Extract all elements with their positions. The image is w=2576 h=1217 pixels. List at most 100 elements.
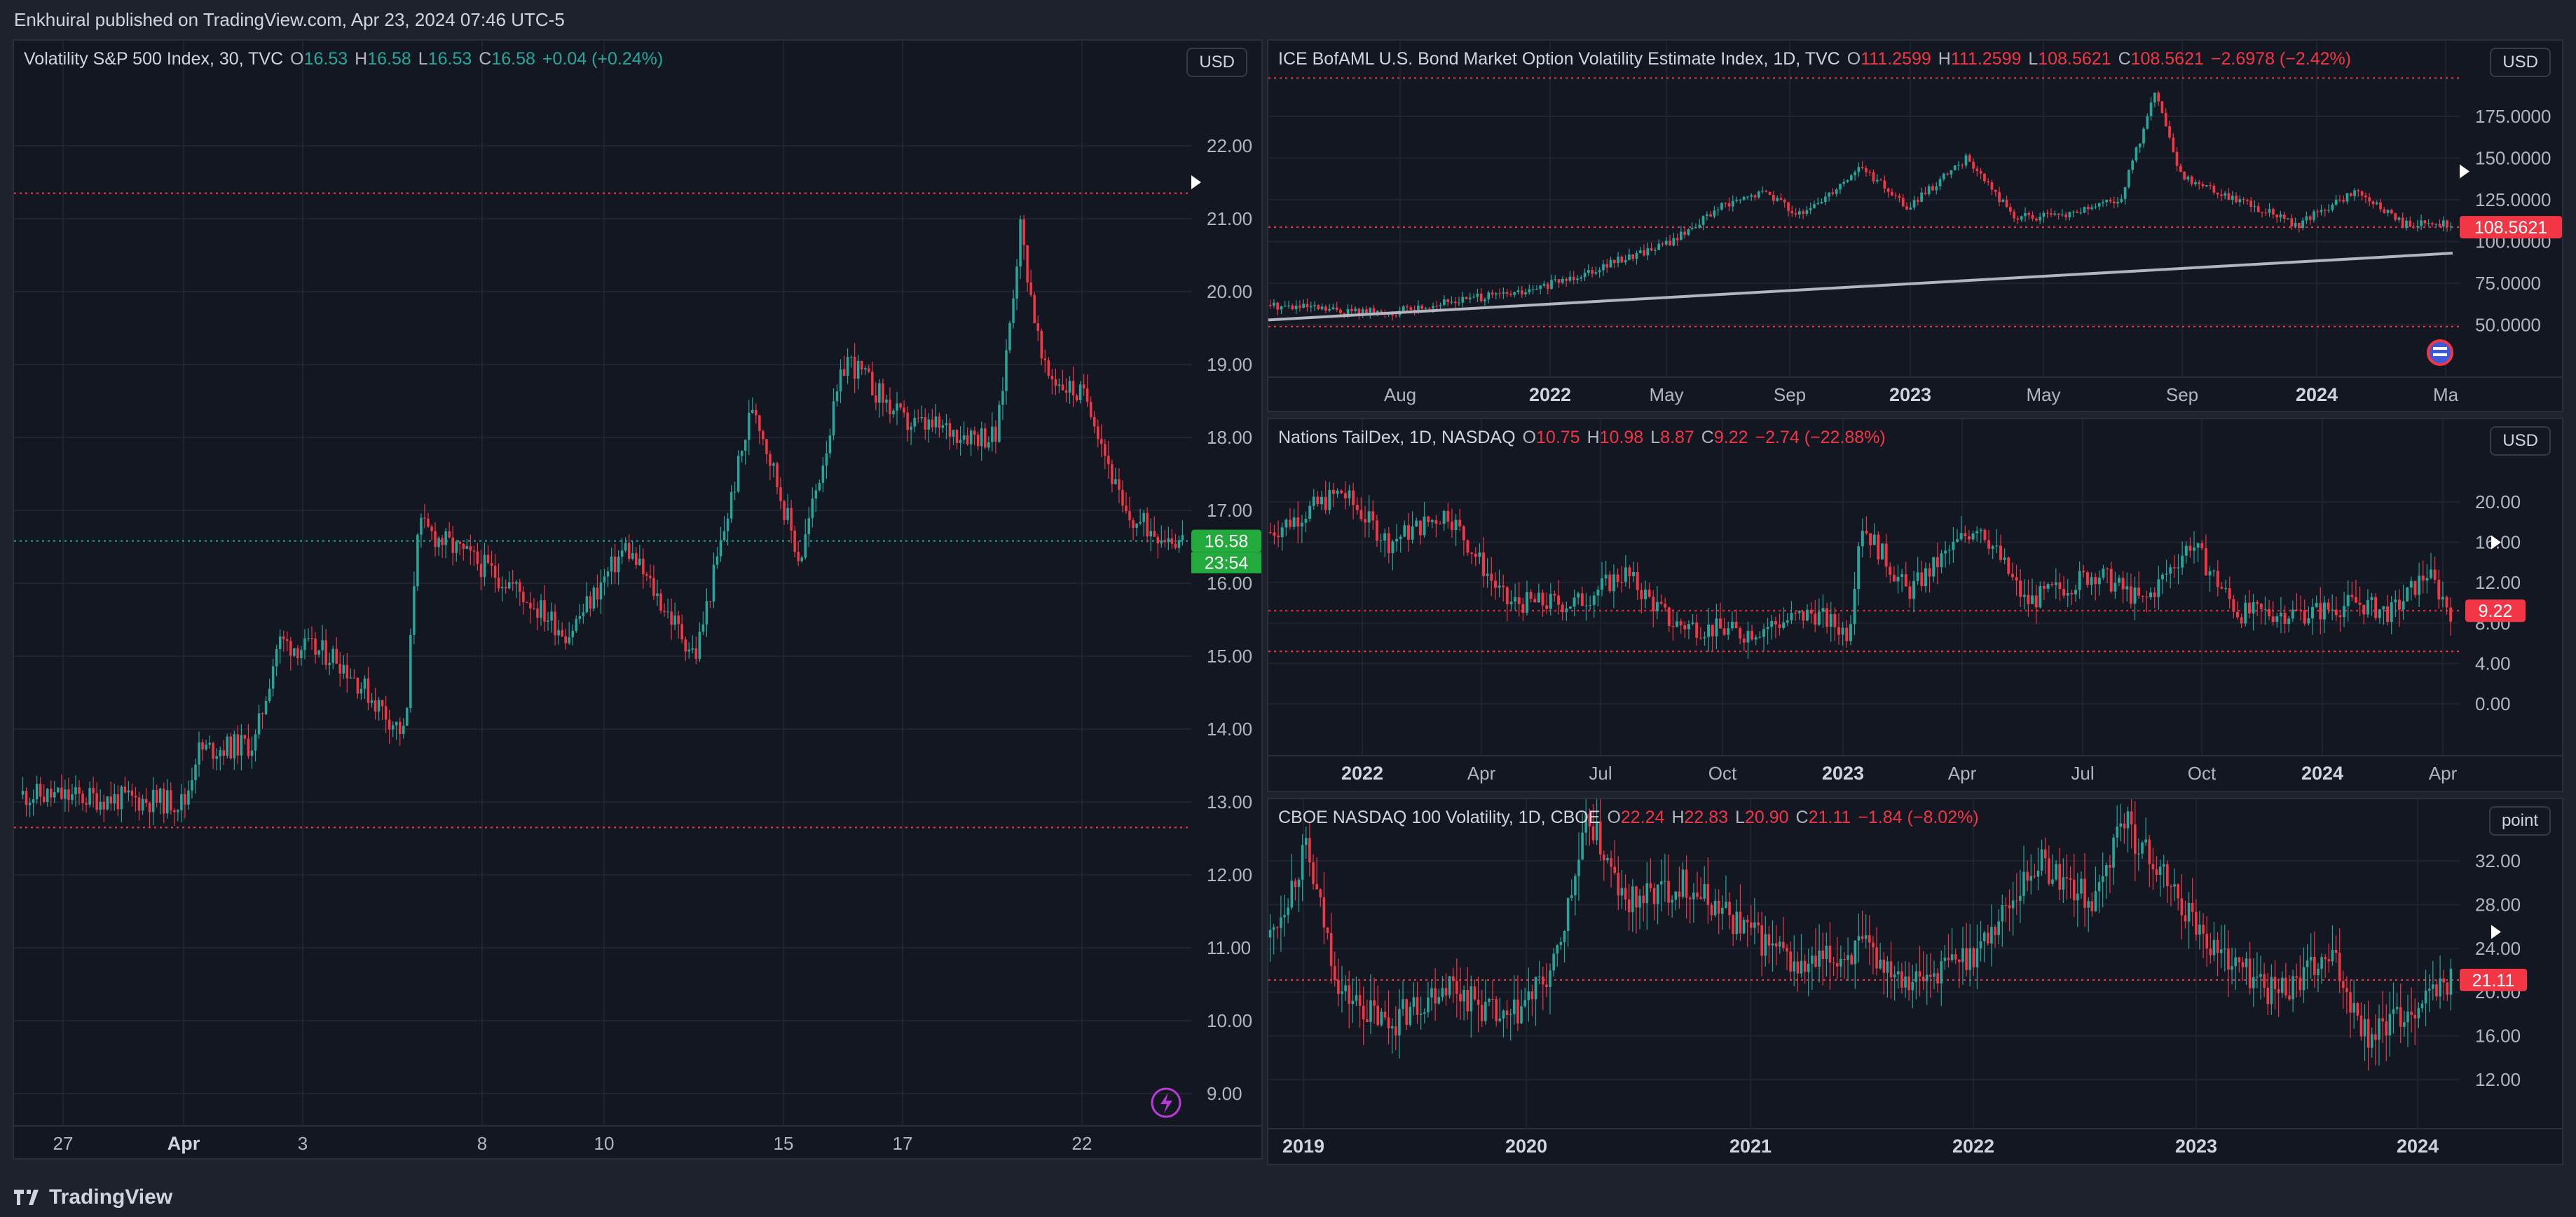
move-o-label: O xyxy=(1847,49,1861,69)
vix-c-label: C xyxy=(479,49,492,69)
taildex-currency-button[interactable]: USD xyxy=(2490,426,2551,456)
candle-body xyxy=(430,526,433,531)
candle-body xyxy=(1809,609,1813,614)
candle-body xyxy=(219,750,221,756)
vix-chart-panel[interactable]: Volatility S&P 500 Index, 30, TVC O16.53… xyxy=(13,39,1263,1160)
candle-body xyxy=(1916,572,1919,581)
candle-body xyxy=(165,790,169,814)
candle-body xyxy=(451,537,454,553)
move-currency-button[interactable]: USD xyxy=(2490,48,2551,77)
candle-body xyxy=(2403,1021,2406,1027)
taildex-chart-canvas[interactable]: 20.0016.0012.008.004.000.002022AprJulOct… xyxy=(1268,419,2563,792)
vxn-chart-panel[interactable]: CBOE NASDAQ 100 Volatility, 1D, CBOE O22… xyxy=(1267,798,2563,1165)
candle-body xyxy=(783,501,786,520)
candle-body xyxy=(733,491,737,493)
candle-body xyxy=(1703,884,1706,899)
time-axis-tick-label: 2021 xyxy=(1729,1136,1772,1157)
time-axis-tick-label: Jul xyxy=(2071,763,2094,784)
candle-body xyxy=(2177,567,2180,569)
candle-body xyxy=(540,600,542,618)
candle-body xyxy=(1539,285,1542,290)
candle-body xyxy=(1760,925,1763,956)
candle-body xyxy=(49,788,53,798)
candle-body xyxy=(878,383,881,403)
price-axis-tick-label: 22.00 xyxy=(1207,135,1252,156)
candle-body xyxy=(2200,543,2204,548)
candle-body xyxy=(924,416,927,430)
candle-body xyxy=(2334,609,2338,616)
candle-body xyxy=(656,593,659,597)
footer-brand[interactable]: TradingView xyxy=(49,1185,173,1209)
candle-body xyxy=(1711,624,1714,637)
scroll-to-realtime-icon xyxy=(2460,164,2469,179)
candle-body xyxy=(758,415,761,431)
candle-body xyxy=(1920,572,1924,586)
candle-body xyxy=(2342,200,2345,202)
candle-body xyxy=(2240,617,2243,624)
candle-body xyxy=(2224,588,2228,590)
candle-body xyxy=(1635,252,1638,259)
candle-body xyxy=(1938,179,1942,186)
candle-body xyxy=(1617,257,1619,264)
candle-body xyxy=(1177,540,1181,548)
candle-body xyxy=(137,797,141,811)
candle-body xyxy=(1546,284,1549,290)
candle-body xyxy=(1541,976,1544,985)
candle-body xyxy=(1565,608,1568,613)
candle-body xyxy=(2078,571,2081,590)
candle-body xyxy=(1589,605,1592,606)
candle-body xyxy=(226,736,229,756)
candle-body xyxy=(793,530,796,552)
candle-body xyxy=(2109,865,2111,868)
candle-body xyxy=(2331,205,2334,210)
candle-body xyxy=(955,430,959,443)
candle-body xyxy=(2160,101,2164,114)
candle-body xyxy=(363,678,366,689)
vix-currency-button[interactable]: USD xyxy=(1186,48,1247,77)
candle-body xyxy=(1857,546,1861,589)
candle-body xyxy=(1598,270,1601,273)
candle-body xyxy=(1831,192,1835,194)
candle-body xyxy=(1636,572,1639,590)
candle-body xyxy=(1814,613,1817,625)
candle-body xyxy=(1883,180,1886,189)
candle-body xyxy=(1624,567,1627,583)
vxn-currency-button[interactable]: point xyxy=(2488,806,2551,836)
candle-body xyxy=(1964,533,1967,536)
candle-body xyxy=(1835,189,1838,194)
candle-body xyxy=(338,663,342,674)
candle-body xyxy=(1472,297,1475,298)
candle-body xyxy=(113,794,116,804)
candle-body xyxy=(2184,545,2188,556)
candle-body xyxy=(1405,999,1408,1025)
move-chart-panel[interactable]: ICE BofAML U.S. Bond Market Option Volat… xyxy=(1267,39,2563,412)
candle-body xyxy=(1132,519,1135,528)
vix-chart-canvas[interactable]: 22.00 21.00 20.00 19.00 18.00 17.00 16.00 15.00… xyxy=(14,41,1263,1160)
candle-body xyxy=(868,368,870,372)
candle-body xyxy=(2046,584,2050,589)
taildex-chart-panel[interactable]: Nations TailDex, 1D, NASDAQ O10.75 H10.9… xyxy=(1267,418,2563,792)
candle-body xyxy=(2256,977,2259,978)
candle-body xyxy=(310,638,313,639)
move-chart-canvas[interactable]: 175.0000150.0000125.0000100.000075.00005… xyxy=(1268,41,2563,412)
scroll-to-realtime-icon xyxy=(2491,535,2501,550)
candle-body xyxy=(1527,991,1530,1000)
candle-body xyxy=(846,357,849,376)
candle-body xyxy=(1907,976,1910,991)
candle-body xyxy=(1498,293,1501,294)
candle-body xyxy=(1774,620,1777,625)
candle-body xyxy=(1999,545,2002,560)
candle-body xyxy=(2441,220,2445,227)
candle-body xyxy=(2010,573,2014,578)
candle-body xyxy=(1746,630,1750,643)
candle-body xyxy=(1328,309,1331,311)
candle-body xyxy=(1085,388,1089,402)
candle-body xyxy=(1427,308,1431,309)
candle-body xyxy=(652,578,655,597)
candle-body xyxy=(1701,216,1705,225)
candle-body xyxy=(2144,839,2147,843)
candle-body xyxy=(1927,186,1931,194)
candle-body xyxy=(2308,216,2312,220)
candle-body xyxy=(345,665,349,679)
